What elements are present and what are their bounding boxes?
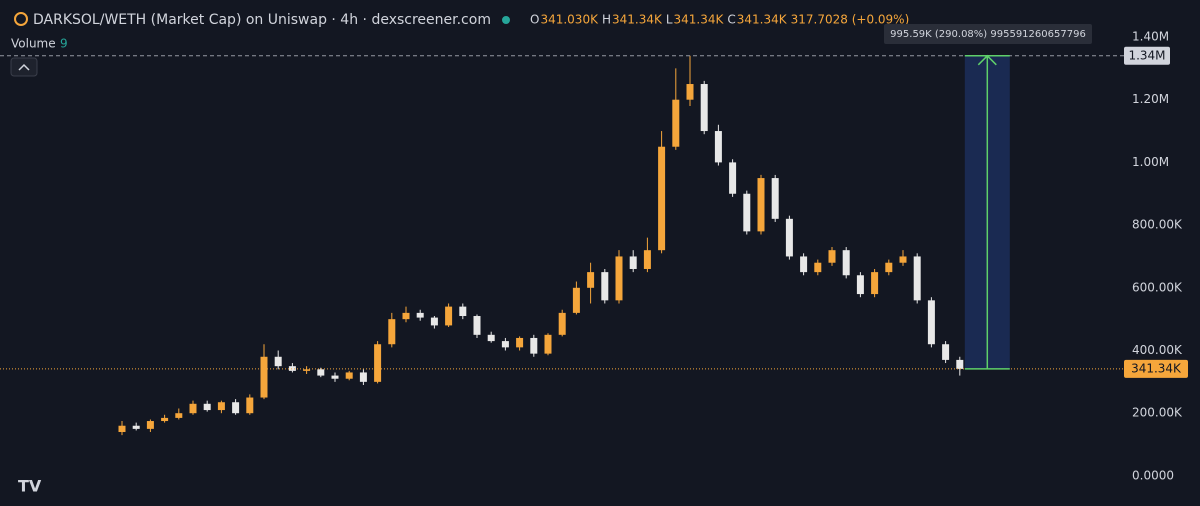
- y-tick-label: 1.40M: [1132, 29, 1169, 43]
- y-tick-label: 1.20M: [1132, 92, 1169, 106]
- token-icon: [14, 12, 28, 26]
- candle-body: [785, 218, 793, 257]
- logo: TV: [18, 477, 42, 496]
- candle-body: [544, 334, 552, 354]
- candle-body: [828, 250, 836, 263]
- candle-body: [530, 337, 538, 354]
- candle-body: [686, 84, 694, 100]
- candle-body: [374, 344, 382, 382]
- ohlc-c: 341.34K: [737, 13, 788, 27]
- candle-body: [700, 84, 708, 132]
- candle-body: [459, 306, 467, 317]
- candle-body: [161, 417, 169, 422]
- candle-body: [430, 317, 438, 326]
- candle-body: [771, 178, 779, 219]
- candle-body: [615, 256, 623, 301]
- ohlc-l: 341.34K: [674, 13, 725, 27]
- candle-body: [516, 337, 524, 348]
- y-tick-label: 1.00M: [1132, 155, 1169, 169]
- candle-body: [757, 178, 765, 232]
- candle-body: [629, 256, 637, 269]
- ohlc-h-label: H: [602, 13, 611, 27]
- candle-body: [572, 287, 580, 313]
- collapse-button[interactable]: [10, 57, 38, 77]
- candle-body: [501, 341, 509, 348]
- ohlc-header: O 341.030K H 341.34K L 341.34K C 341.34K 317.702…: [530, 13, 909, 27]
- high-label: 1.34M: [1128, 48, 1165, 62]
- candle-body: [658, 146, 666, 251]
- y-tick-label: 600.00K: [1132, 280, 1183, 294]
- candle-body: [175, 413, 183, 418]
- y-tick-label: 400.00K: [1132, 343, 1183, 357]
- collapse-icon: [18, 63, 30, 71]
- last-price-label: 341.34K: [1131, 361, 1182, 375]
- candle-body: [118, 425, 126, 433]
- volume-value: 9: [60, 37, 68, 51]
- candle-body: [871, 272, 879, 295]
- ohlc-h: 341.34K: [612, 13, 663, 27]
- candle-body: [956, 359, 964, 369]
- y-tick-label: 200.00K: [1132, 406, 1183, 420]
- candle-body: [246, 397, 254, 414]
- candle-body: [260, 356, 268, 398]
- candle-body: [402, 312, 410, 320]
- candle-body: [672, 99, 680, 147]
- y-tick-label: 800.00K: [1132, 218, 1183, 232]
- candle-body: [856, 275, 864, 295]
- candle-body: [743, 193, 751, 232]
- candle-body: [317, 369, 325, 376]
- candle-body: [487, 334, 495, 342]
- candle-body: [942, 344, 950, 360]
- candle-body: [416, 312, 424, 318]
- ohlc-o-label: O: [530, 13, 539, 27]
- candle-body: [913, 256, 921, 301]
- candle-body: [203, 403, 211, 411]
- candle-body: [445, 306, 453, 326]
- candle-body: [274, 356, 282, 367]
- candle-body: [842, 250, 850, 276]
- candle-body: [800, 256, 808, 273]
- candle-body: [359, 372, 367, 382]
- ohlc-o: 341.030K: [540, 13, 599, 27]
- candle-body: [288, 366, 296, 371]
- volume-label: Volume: [11, 37, 56, 51]
- candle-body: [714, 131, 722, 163]
- last-price-label-bg: [1124, 359, 1188, 378]
- candle-body: [146, 421, 154, 429]
- status-dot: [502, 16, 510, 24]
- candle-body: [729, 162, 737, 194]
- measure-label-bg: [884, 24, 1092, 44]
- candle-body: [345, 372, 353, 379]
- measure-label: 995.59K (290.08%) 995591260657796: [890, 29, 1086, 40]
- ohlc-l-label: L: [666, 13, 673, 27]
- y-tick-label: 0.0000: [1132, 468, 1174, 482]
- candle-body: [303, 369, 311, 371]
- candle-body: [643, 250, 651, 269]
- candle-body: [927, 300, 935, 345]
- candle-body: [587, 272, 595, 288]
- candle-body: [885, 262, 893, 273]
- candle-body: [189, 403, 197, 414]
- candle-body: [388, 319, 396, 345]
- candle-body: [132, 425, 140, 429]
- chart-title: DARKSOL/WETH (Market Cap) on Uniswap · 4…: [33, 12, 491, 28]
- ohlc-change: 317.7028 (+0.09%): [791, 13, 910, 27]
- candle-body: [217, 402, 225, 411]
- candle-body: [601, 272, 609, 301]
- candle-body: [558, 312, 566, 335]
- candle-body: [899, 256, 907, 263]
- candle-body: [473, 316, 481, 335]
- ohlc-c-label: C: [727, 13, 735, 27]
- candle-body: [331, 375, 339, 379]
- high-label-bg: [1124, 46, 1170, 65]
- candle-body: [232, 402, 240, 414]
- candle-body: [814, 262, 822, 273]
